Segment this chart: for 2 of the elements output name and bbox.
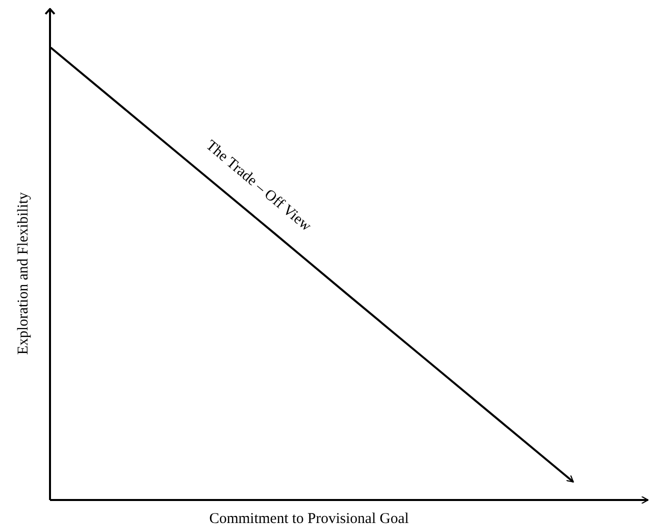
x-axis-title: Commitment to Provisional Goal <box>209 511 409 527</box>
y-axis-title: Exploration and Flexibility <box>15 192 32 355</box>
